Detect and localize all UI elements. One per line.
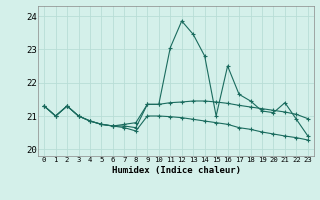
X-axis label: Humidex (Indice chaleur): Humidex (Indice chaleur) xyxy=(111,166,241,175)
